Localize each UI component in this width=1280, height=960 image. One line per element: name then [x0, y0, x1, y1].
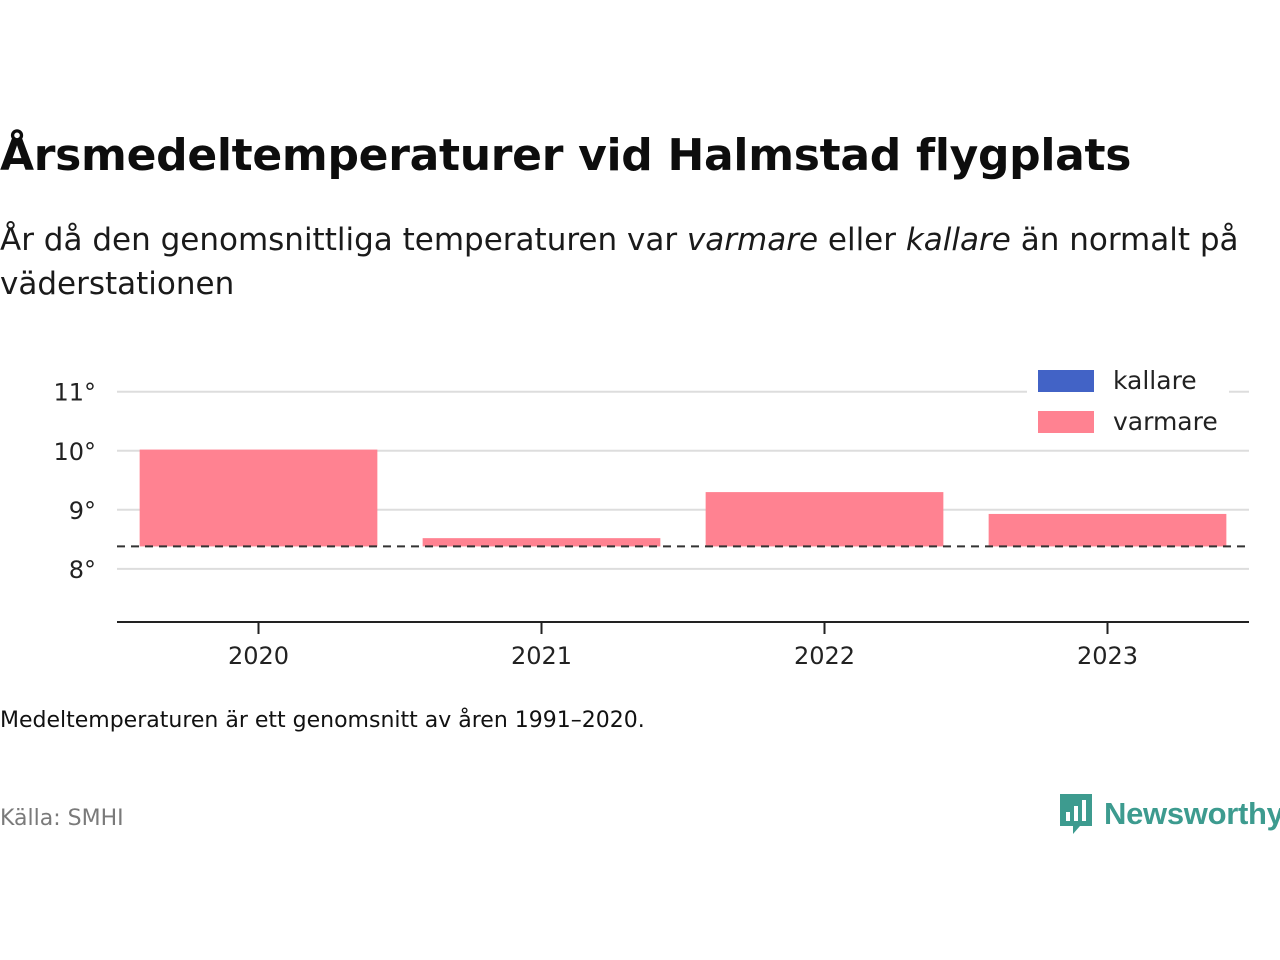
chart-subtitle: År då den genomsnittliga temperaturen va… [0, 218, 1270, 306]
y-tick-label: 11° [53, 379, 96, 407]
x-axis-ticks: 2020 2021 2022 2023 [228, 622, 1138, 670]
brand-logo: Newsworthy [1058, 790, 1280, 838]
subtitle-text-1: År då den genomsnittliga temperaturen va… [0, 222, 687, 258]
bar-2020 [139, 449, 378, 547]
bar-2021 [422, 538, 661, 547]
subtitle-emph-warmer: varmare [686, 222, 819, 258]
subtitle-text-2: eller [818, 222, 906, 258]
subtitle-emph-colder: kallare [905, 222, 1011, 258]
bar-chart: 8° 9° 10° 11° 2020 2021 2022 2023 kallare varma… [53, 362, 1249, 670]
x-tick-label: 2022 [794, 642, 855, 670]
bar-2023 [988, 513, 1227, 547]
y-tick-label: 8° [69, 556, 96, 584]
source-label: Källa: SMHI [0, 806, 124, 831]
x-tick-label: 2021 [511, 642, 572, 670]
brand-name: Newsworthy [1104, 796, 1280, 831]
subtitle-text-3: än normalt på väderstationen [0, 222, 1239, 302]
legend-label-varmare: varmare [1113, 407, 1218, 436]
x-tick-label: 2020 [228, 642, 289, 670]
chart-title: Årsmedeltemperaturer vid Halmstad flygpl… [0, 130, 1132, 181]
chart-note: Medeltemperaturen är ett genomsnitt av å… [0, 708, 645, 733]
y-axis-ticks: 8° 9° 10° 11° [53, 379, 96, 584]
newsworthy-logo-icon [1060, 794, 1092, 834]
legend-swatch-varmare [1038, 411, 1094, 433]
legend-label-kallare: kallare [1113, 366, 1197, 395]
bars [139, 449, 1227, 547]
legend-swatch-kallare [1038, 370, 1094, 392]
bar-2022 [705, 492, 944, 547]
y-tick-label: 10° [53, 438, 96, 466]
y-tick-label: 9° [69, 497, 96, 525]
x-tick-label: 2023 [1077, 642, 1138, 670]
legend: kallare varmare [1027, 362, 1229, 440]
